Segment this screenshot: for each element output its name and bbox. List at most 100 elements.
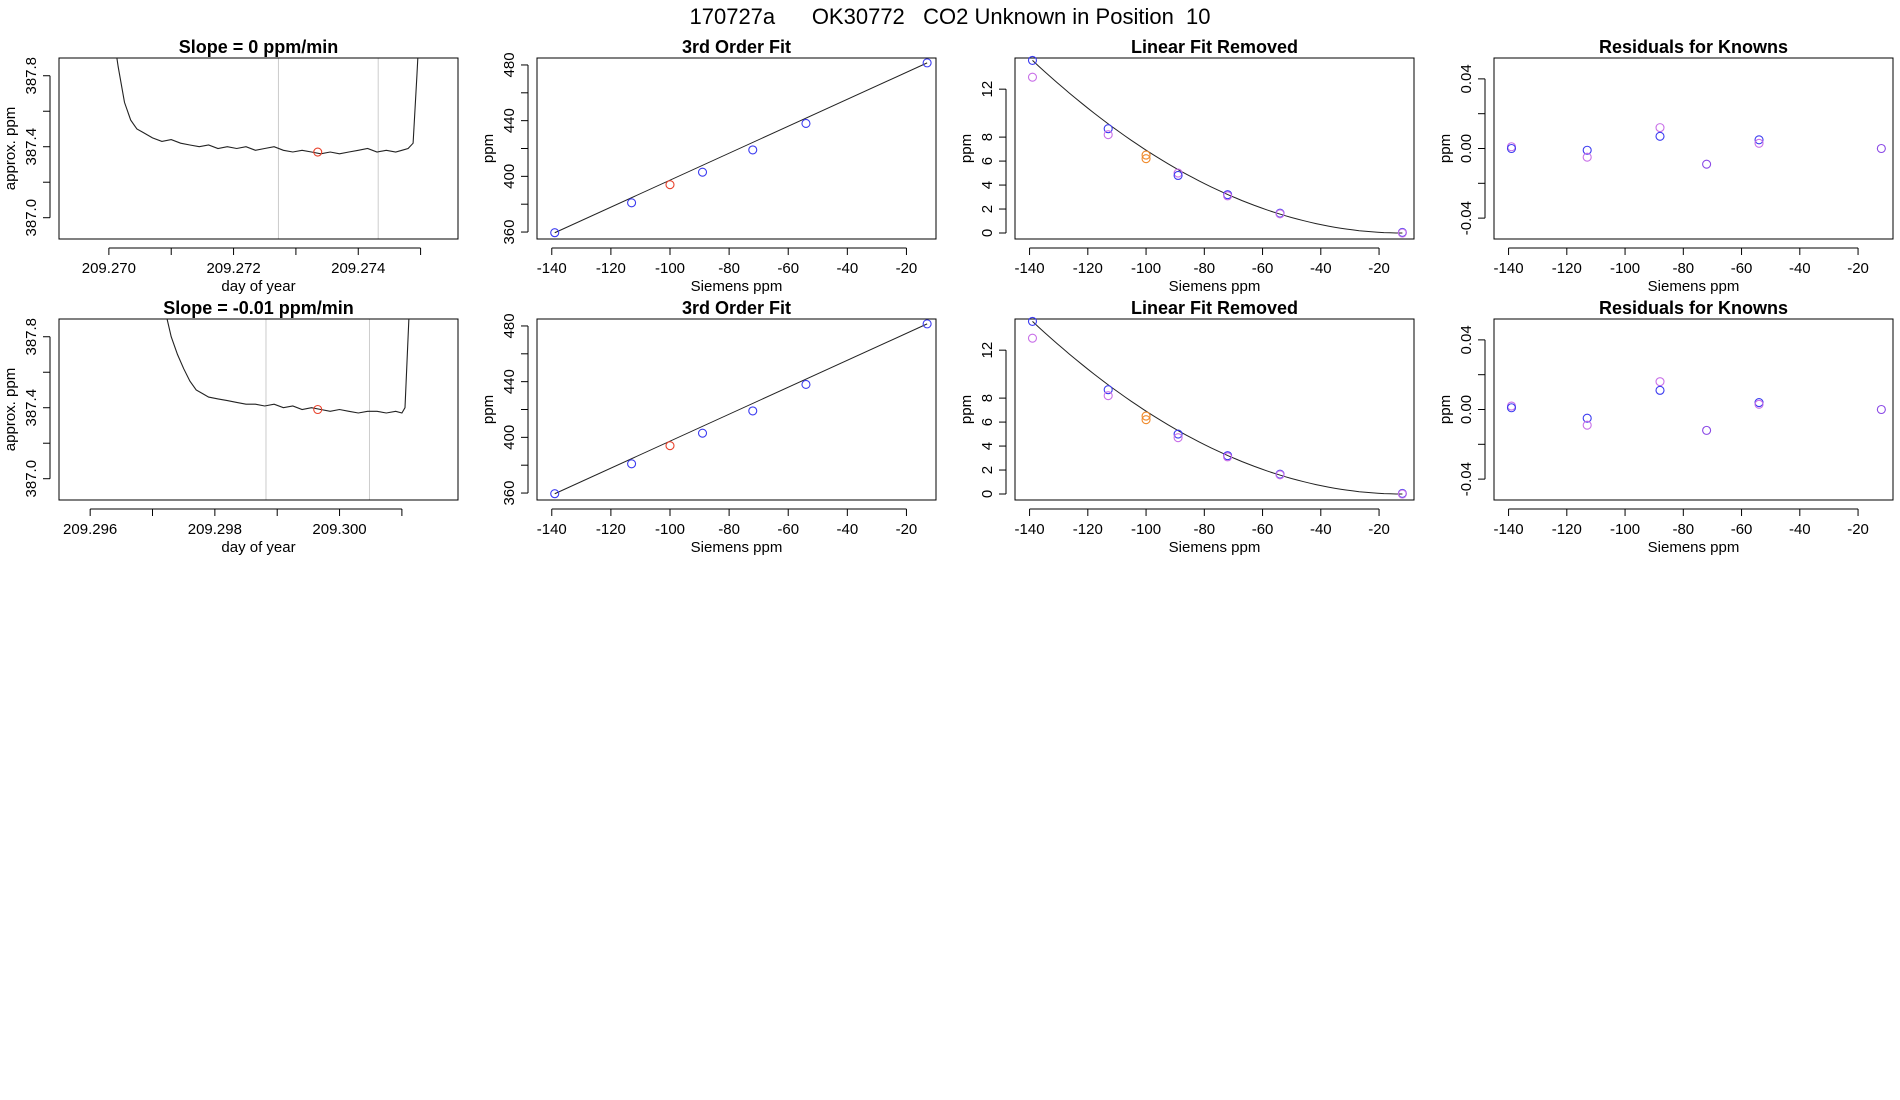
chart-title: Slope = -0.01 ppm/min (163, 298, 354, 318)
data-point (1702, 425, 1712, 435)
chart-fit1: 3rd Order Fit -140 -120 -100 -80 -60 -40 -20 Sie… (480, 37, 937, 295)
chart-res1: Residuals for Knowns -140 -120 -100 -80 -60 -4… (1437, 37, 1894, 295)
x-tick-label: 209.274 (331, 260, 385, 277)
data-point (1103, 391, 1113, 401)
data-point (1506, 403, 1517, 413)
x-tick-label: -80 (1193, 260, 1215, 277)
x-tick-label: -80 (718, 521, 740, 538)
chart-title: Linear Fit Removed (1131, 37, 1298, 57)
data-point (1103, 130, 1113, 140)
chart-fit2: 3rd Order Fit -140 -120 -100 -80 -60 -40 -20 Sie… (480, 298, 937, 556)
y-tick-label: 12 (979, 81, 996, 98)
chart-title: 3rd Order Fit (682, 37, 791, 57)
data-point (1173, 429, 1183, 439)
data-point (1275, 209, 1285, 219)
data-point (627, 459, 637, 469)
y-axis-label: ppm (480, 134, 497, 163)
x-tick-label: -20 (1847, 521, 1869, 538)
plot-content (554, 323, 928, 495)
y-tick-label: 440 (501, 108, 518, 133)
data-point (1582, 413, 1592, 423)
y-tick-label: 400 (501, 425, 518, 450)
chart-title: Linear Fit Removed (1131, 298, 1298, 318)
fit-curve (1032, 60, 1403, 234)
y-tick-label: 2 (979, 466, 996, 474)
data-point (1754, 135, 1764, 145)
data-point (697, 428, 708, 438)
y-tick-label: -0.04 (1458, 462, 1475, 496)
series-line (166, 319, 410, 414)
y-tick-label: 360 (501, 220, 518, 245)
data-point (748, 145, 758, 155)
plot-frame (536, 318, 937, 501)
x-tick-label: -100 (1131, 521, 1161, 538)
x-tick-label: 209.270 (82, 260, 136, 277)
y-tick-label: 4 (979, 442, 996, 450)
chart-lin1: Linear Fit Removed -140 -120 -100 -80 -60 -40 -… (958, 37, 1415, 295)
x-tick-label: -80 (718, 260, 740, 277)
data-point (1141, 150, 1151, 160)
x-tick-label: -140 (1494, 260, 1524, 277)
x-tick-label: 209.296 (63, 521, 117, 538)
plot-frame (1014, 318, 1415, 501)
y-tick-label: 400 (501, 164, 518, 189)
x-tick-label: -40 (836, 260, 858, 277)
y-tick-label: 6 (979, 157, 996, 165)
data-point (1655, 377, 1665, 387)
data-point (922, 319, 932, 329)
data-point (1582, 420, 1592, 430)
y-tick-label: 0 (979, 490, 996, 498)
data-point (550, 489, 560, 499)
x-tick-label: -60 (777, 521, 799, 538)
data-point (1582, 152, 1592, 162)
x-tick-label: -60 (1731, 260, 1753, 277)
chart-lin2: Linear Fit Removed -140 -120 -100 -80 -60 -40 -… (958, 298, 1415, 556)
x-tick-label: -140 (537, 521, 567, 538)
x-tick-label: -120 (1073, 260, 1103, 277)
fit-line (554, 323, 928, 495)
chart-res2: Residuals for Knowns -140 -120 -100 -80 -60 -4… (1437, 298, 1894, 556)
x-tick-label: -40 (1789, 260, 1811, 277)
y-axis-label: ppm (958, 395, 975, 424)
x-tick-label: -60 (1252, 521, 1274, 538)
x-axis-label: Siemens ppm (1169, 539, 1261, 556)
y-tick-label: 387.0 (23, 460, 40, 498)
data-point (1141, 154, 1151, 164)
x-tick-label: -120 (1552, 521, 1582, 538)
data-point (1141, 415, 1151, 425)
data-point (1655, 385, 1665, 395)
series-line (116, 58, 419, 155)
y-tick-label: 0.04 (1458, 325, 1475, 354)
data-point (1655, 123, 1665, 133)
y-tick-label: 12 (979, 342, 996, 359)
y-tick-label: 6 (979, 418, 996, 426)
plot-content (166, 319, 410, 414)
y-axis-label: approx. ppm (2, 368, 19, 451)
chart-trace1: Slope = 0 ppm/min 209.270 209.272 209.274 da… (2, 37, 459, 295)
x-tick-label: -120 (1552, 260, 1582, 277)
data-point (1506, 143, 1517, 154)
x-axis-label: Siemens ppm (1169, 278, 1261, 295)
plot-frame (536, 57, 937, 240)
x-tick-label: -100 (1610, 260, 1640, 277)
data-point (1754, 399, 1764, 409)
x-tick-label: -140 (537, 260, 567, 277)
x-tick-label: -20 (896, 260, 918, 277)
data-point (1027, 316, 1038, 326)
data-point (627, 198, 637, 208)
x-tick-label: -20 (896, 521, 918, 538)
data-point (1027, 72, 1038, 82)
x-tick-label: -100 (655, 521, 685, 538)
x-tick-label: -40 (836, 521, 858, 538)
x-tick-label: -60 (1731, 521, 1753, 538)
data-point (1223, 191, 1233, 201)
data-point (550, 228, 560, 238)
x-tick-label: 209.272 (206, 260, 260, 277)
x-tick-label: -120 (596, 521, 626, 538)
data-point (1582, 145, 1592, 155)
y-tick-label: 0.00 (1458, 134, 1475, 163)
x-tick-label: -60 (777, 260, 799, 277)
x-tick-label: -20 (1847, 260, 1869, 277)
data-point (665, 180, 675, 190)
